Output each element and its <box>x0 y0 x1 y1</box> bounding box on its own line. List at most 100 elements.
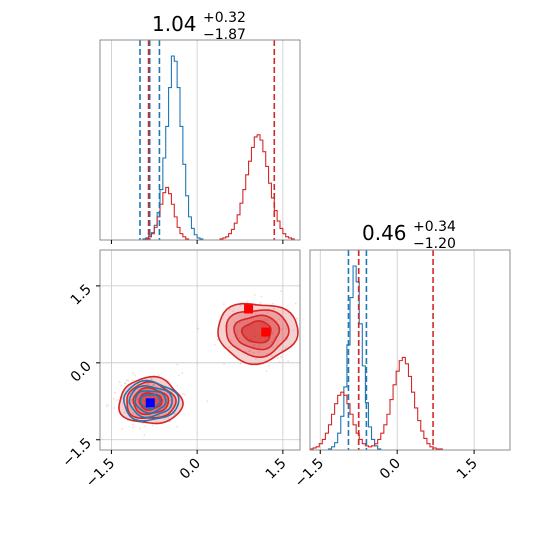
p1-hist-series-red <box>100 134 300 241</box>
p2-sample-point <box>280 356 283 359</box>
panel-3-title-lower-error: −1.20 <box>413 236 456 252</box>
p2-sample-point <box>253 327 256 330</box>
p2-sample-point <box>281 327 283 330</box>
p2-sample-point <box>216 338 219 341</box>
p2-sample-point <box>287 360 290 363</box>
p2-sample-point <box>256 333 258 336</box>
p2-sample-point <box>144 402 147 405</box>
p2-sample-point <box>264 317 266 320</box>
p2-sample-point <box>182 392 184 395</box>
p2-sample-point <box>143 434 146 436</box>
p2-sample-point <box>252 343 255 346</box>
p2-sample-point <box>156 397 159 400</box>
p2-sample-point <box>284 347 287 350</box>
p2-sample-point <box>258 344 261 347</box>
p2-sample-point <box>124 382 127 385</box>
p2-sample-point <box>164 413 167 416</box>
p2-sample-point <box>168 394 171 397</box>
p2-sample-point <box>294 302 297 305</box>
p2-sample-point <box>281 349 283 352</box>
p2-sample-point <box>259 301 262 304</box>
panel-1-frame <box>99 39 301 241</box>
p2-sample-point <box>271 355 273 357</box>
panel-3-title-value: 0.46 <box>362 221 407 245</box>
p2-sample-point <box>169 403 171 405</box>
p2-sample-point <box>138 427 141 430</box>
p2-sample-point <box>152 384 155 386</box>
p2-sample-point <box>223 303 225 305</box>
p2-sample-point <box>236 334 238 336</box>
p2-sample-point <box>130 401 133 404</box>
panel-histogram-param-1: 1.04 +0.32 −1.87 <box>99 10 301 244</box>
p2-sample-point <box>228 346 231 349</box>
p2-ytick-label-0: −1.5 <box>59 435 94 470</box>
p2-sample-point <box>114 391 116 394</box>
p2-contour-red-cluster-2-3 <box>240 320 272 344</box>
p2-sample-point <box>285 328 288 331</box>
p2-sample-point <box>252 351 255 354</box>
p2-sample-point <box>255 312 257 315</box>
p2-sample-point <box>236 330 239 333</box>
p2-sample-point <box>206 400 209 403</box>
p2-sample-point <box>253 293 256 296</box>
p2-sample-point <box>132 426 134 429</box>
p2-sample-point <box>265 370 268 373</box>
p2-sample-point <box>278 360 281 363</box>
p2-sample-point <box>266 353 268 355</box>
p2-contour-blue-cluster-0 <box>122 379 180 422</box>
p2-sample-point <box>253 344 256 347</box>
p2-sample-point <box>259 333 262 336</box>
p2-sample-point <box>258 337 261 340</box>
p2-sample-point <box>146 383 149 385</box>
p2-sample-point <box>272 346 275 349</box>
p2-sample-point <box>106 405 108 408</box>
p2-sample-point <box>125 379 128 382</box>
p2-sample-point <box>250 329 253 332</box>
p2-sample-point <box>233 335 236 338</box>
p2-sample-point <box>173 413 176 415</box>
p2-marker-2 <box>261 327 271 337</box>
p2-sample-point <box>150 377 152 380</box>
p2-sample-point <box>132 412 134 414</box>
p2-sample-point <box>260 295 263 298</box>
p2-sample-point <box>276 339 279 342</box>
p2-sample-point <box>124 382 127 384</box>
p3-hist-series-blue <box>310 265 510 451</box>
p2-sample-point <box>233 320 236 323</box>
p2-sample-point <box>271 302 274 305</box>
p2-sample-point <box>228 308 231 311</box>
p2-sample-point <box>271 332 274 335</box>
p2-sample-point <box>197 327 200 330</box>
p2-sample-point <box>239 363 242 365</box>
p2-sample-point <box>259 324 262 327</box>
p2-contour-blue-cluster-3 <box>139 393 162 410</box>
p2-sample-point <box>254 358 257 361</box>
p2-sample-point <box>280 290 282 293</box>
p3-xtick-label-1: 0.0 <box>377 456 404 483</box>
p2-sample-point <box>155 399 158 402</box>
p2-sample-point <box>157 414 160 417</box>
p2-sample-point <box>132 423 135 426</box>
p2-sample-point <box>163 398 166 401</box>
p2-sample-point <box>151 424 154 427</box>
p2-sample-point <box>127 379 130 382</box>
p2-sample-point <box>147 383 150 386</box>
p2-sample-point <box>150 378 153 381</box>
panel-1-title-lower-error: −1.87 <box>203 27 246 43</box>
p2-sample-point <box>252 335 254 337</box>
p2-sample-point <box>118 381 121 384</box>
p2-sample-point <box>132 379 134 382</box>
p2-sample-point <box>120 384 123 387</box>
p2-sample-point <box>155 402 158 404</box>
p2-sample-point <box>137 396 139 399</box>
panel-3-title-upper-error: +0.34 <box>413 219 456 235</box>
p2-sample-point <box>257 346 260 348</box>
p3-xtick-label-0: −1.5 <box>292 456 327 491</box>
p2-sample-point <box>268 365 270 367</box>
p2-sample-point <box>144 425 147 428</box>
panel-2-frame <box>99 249 301 451</box>
p2-sample-point <box>271 332 274 334</box>
p2-sample-point <box>264 339 267 342</box>
